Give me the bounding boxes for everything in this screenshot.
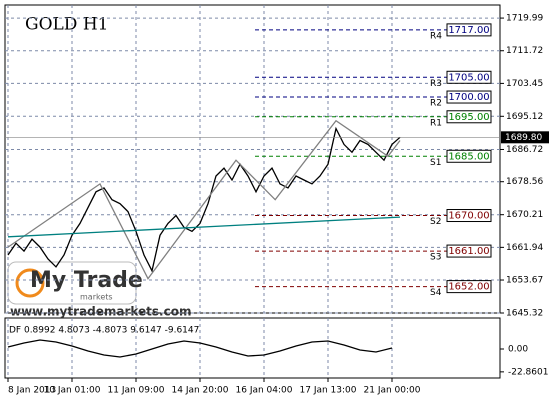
x-tick-label: 14 Jan 20:00	[172, 386, 229, 396]
y-tick-label: 1678.56	[506, 177, 543, 187]
x-tick-label: 16 Jan 04:00	[236, 386, 293, 396]
level-box	[446, 23, 492, 37]
level-name: R2	[430, 99, 442, 109]
level-label: 1685.00	[448, 151, 489, 162]
url: www.mytrademarkets.com	[10, 305, 191, 319]
level-box	[446, 280, 492, 294]
series-line	[7, 119, 401, 280]
y-tick-label: 1645.32	[506, 309, 543, 319]
level-name: S2	[430, 217, 441, 227]
level-label: 1705.00	[448, 72, 489, 83]
level-label: 1700.00	[448, 92, 489, 103]
y-tick-label: 1670.21	[506, 210, 543, 220]
level-name: S1	[430, 158, 441, 168]
x-tick-label: 8 Jan 2013	[8, 386, 56, 396]
level-box	[446, 110, 492, 124]
x-tick-label: 17 Jan 13:00	[300, 386, 357, 396]
level-label: 1652.00	[448, 282, 489, 293]
series-line	[7, 216, 401, 238]
y-tick-label: 1711.72	[506, 46, 543, 56]
level-name: S4	[430, 288, 442, 298]
level-name: R3	[430, 79, 442, 89]
logo: My Trade markets	[7, 261, 143, 305]
indicator-pane	[4, 317, 501, 379]
level-box	[446, 149, 492, 163]
level-name: R4	[430, 31, 442, 41]
x-tick-label: 21 Jan 00:00	[364, 386, 421, 396]
level-box	[446, 90, 492, 104]
y-tick-label: 1653.67	[506, 276, 543, 286]
level-box	[446, 244, 492, 258]
level-label: 1670.00	[448, 211, 489, 222]
level-name: R1	[430, 118, 442, 128]
level-box	[446, 209, 492, 223]
indicator-title: DF 0.8992 4.8073 -4.8073 9.6147 -9.6147	[9, 326, 199, 336]
level-name: S3	[430, 253, 441, 263]
level-label: 1695.00	[448, 112, 489, 123]
logo-sub: markets	[80, 293, 113, 302]
y-tick-label: 1695.12	[506, 112, 543, 122]
x-tick-label: 11 Jan 09:00	[108, 386, 165, 396]
level-label: 1661.00	[448, 246, 489, 257]
current-price-box	[501, 131, 549, 144]
level-box	[446, 70, 492, 84]
indicator-y-tick-label: -22.8601	[508, 367, 548, 377]
indicator-y-tick-label: 0.00	[508, 345, 528, 355]
level-label: 1717.00	[448, 25, 489, 36]
current-price-label: 1689.80	[505, 133, 542, 143]
y-tick-label: 1703.45	[506, 79, 543, 89]
chart-title: GOLD H1	[25, 15, 108, 35]
series-line	[7, 339, 393, 358]
logo-icon	[15, 268, 45, 298]
x-tick-label: 10 Jan 01:00	[44, 386, 101, 396]
y-tick-label: 1661.94	[506, 243, 543, 253]
y-tick-label: 1686.72	[506, 145, 543, 155]
y-tick-label: 1719.99	[506, 14, 543, 24]
